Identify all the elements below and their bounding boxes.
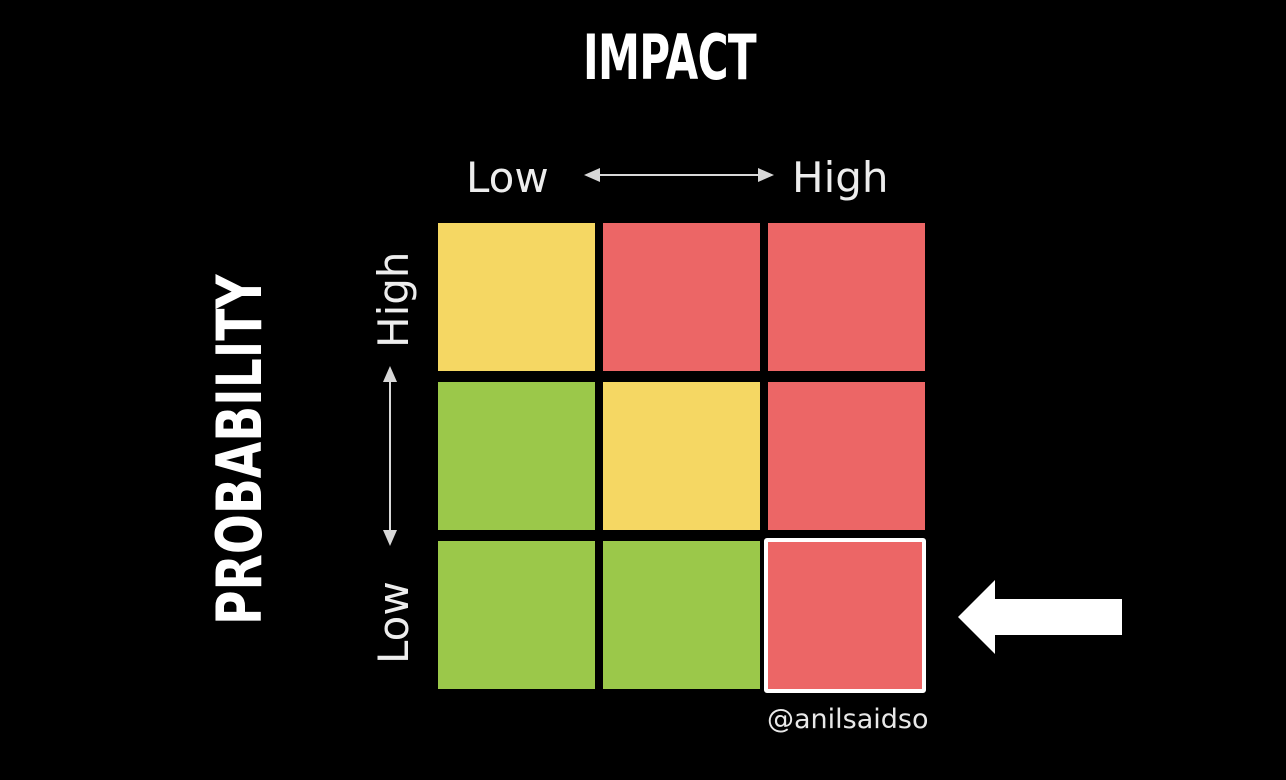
- risk-cell-high-probability-high-impact: [768, 223, 925, 371]
- author-handle: @anilsaidso: [767, 704, 929, 735]
- risk-cell-high-probability-low-impact: [438, 223, 595, 371]
- risk-cell-low-probability-medium-impact: [603, 541, 760, 689]
- probability-double-arrow-icon: [383, 366, 397, 546]
- risk-cell-low-probability-low-impact: [438, 541, 595, 689]
- impact-low-label: Low: [466, 153, 549, 202]
- risk-cell-medium-probability-low-impact: [438, 382, 595, 530]
- left-arrow-icon: [958, 580, 1122, 654]
- risk-cell-medium-probability-medium-impact: [603, 382, 760, 530]
- risk-cell-low-probability-high-impact: [764, 538, 926, 693]
- risk-cell-medium-probability-high-impact: [768, 382, 925, 530]
- impact-high-label: High: [792, 153, 889, 202]
- risk-cell-high-probability-medium-impact: [603, 223, 760, 371]
- impact-double-arrow-icon: [584, 168, 774, 182]
